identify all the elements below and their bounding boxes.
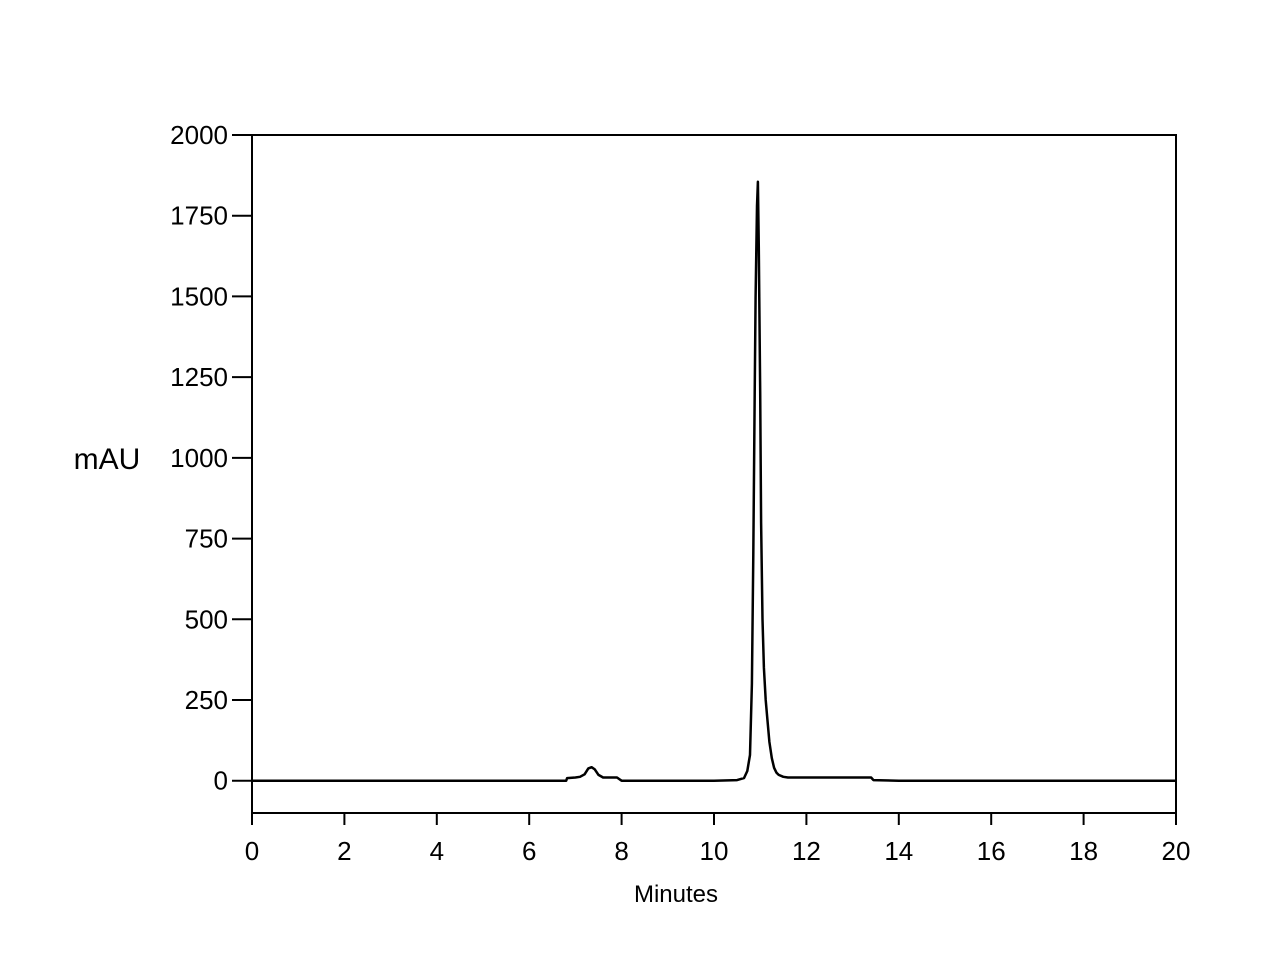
- y-tick-label: 1000: [170, 443, 228, 473]
- x-tick-label: 8: [614, 836, 628, 866]
- y-axis-title: mAU: [74, 443, 141, 476]
- x-tick-label: 2: [337, 836, 351, 866]
- y-tick-label: 750: [185, 524, 228, 554]
- x-tick-label: 18: [1069, 836, 1098, 866]
- x-tick-label: 4: [430, 836, 444, 866]
- y-tick-label: 0: [214, 766, 228, 796]
- y-tick-label: 1750: [170, 201, 228, 231]
- y-tick-label: 250: [185, 685, 228, 715]
- y-tick-label: 1500: [170, 281, 228, 311]
- x-tick-label: 12: [792, 836, 821, 866]
- x-tick-label: 0: [245, 836, 259, 866]
- x-tick-label: 20: [1162, 836, 1191, 866]
- y-tick-label: 2000: [170, 120, 228, 150]
- x-tick-label: 10: [700, 836, 729, 866]
- x-tick-label: 16: [977, 836, 1006, 866]
- x-tick-label: 14: [884, 836, 913, 866]
- y-tick-label: 1250: [170, 362, 228, 392]
- chromatogram-trace: [252, 180, 1176, 782]
- y-tick-label: 500: [185, 604, 228, 634]
- x-axis-title: Minutes: [634, 881, 718, 908]
- x-tick-label: 6: [522, 836, 536, 866]
